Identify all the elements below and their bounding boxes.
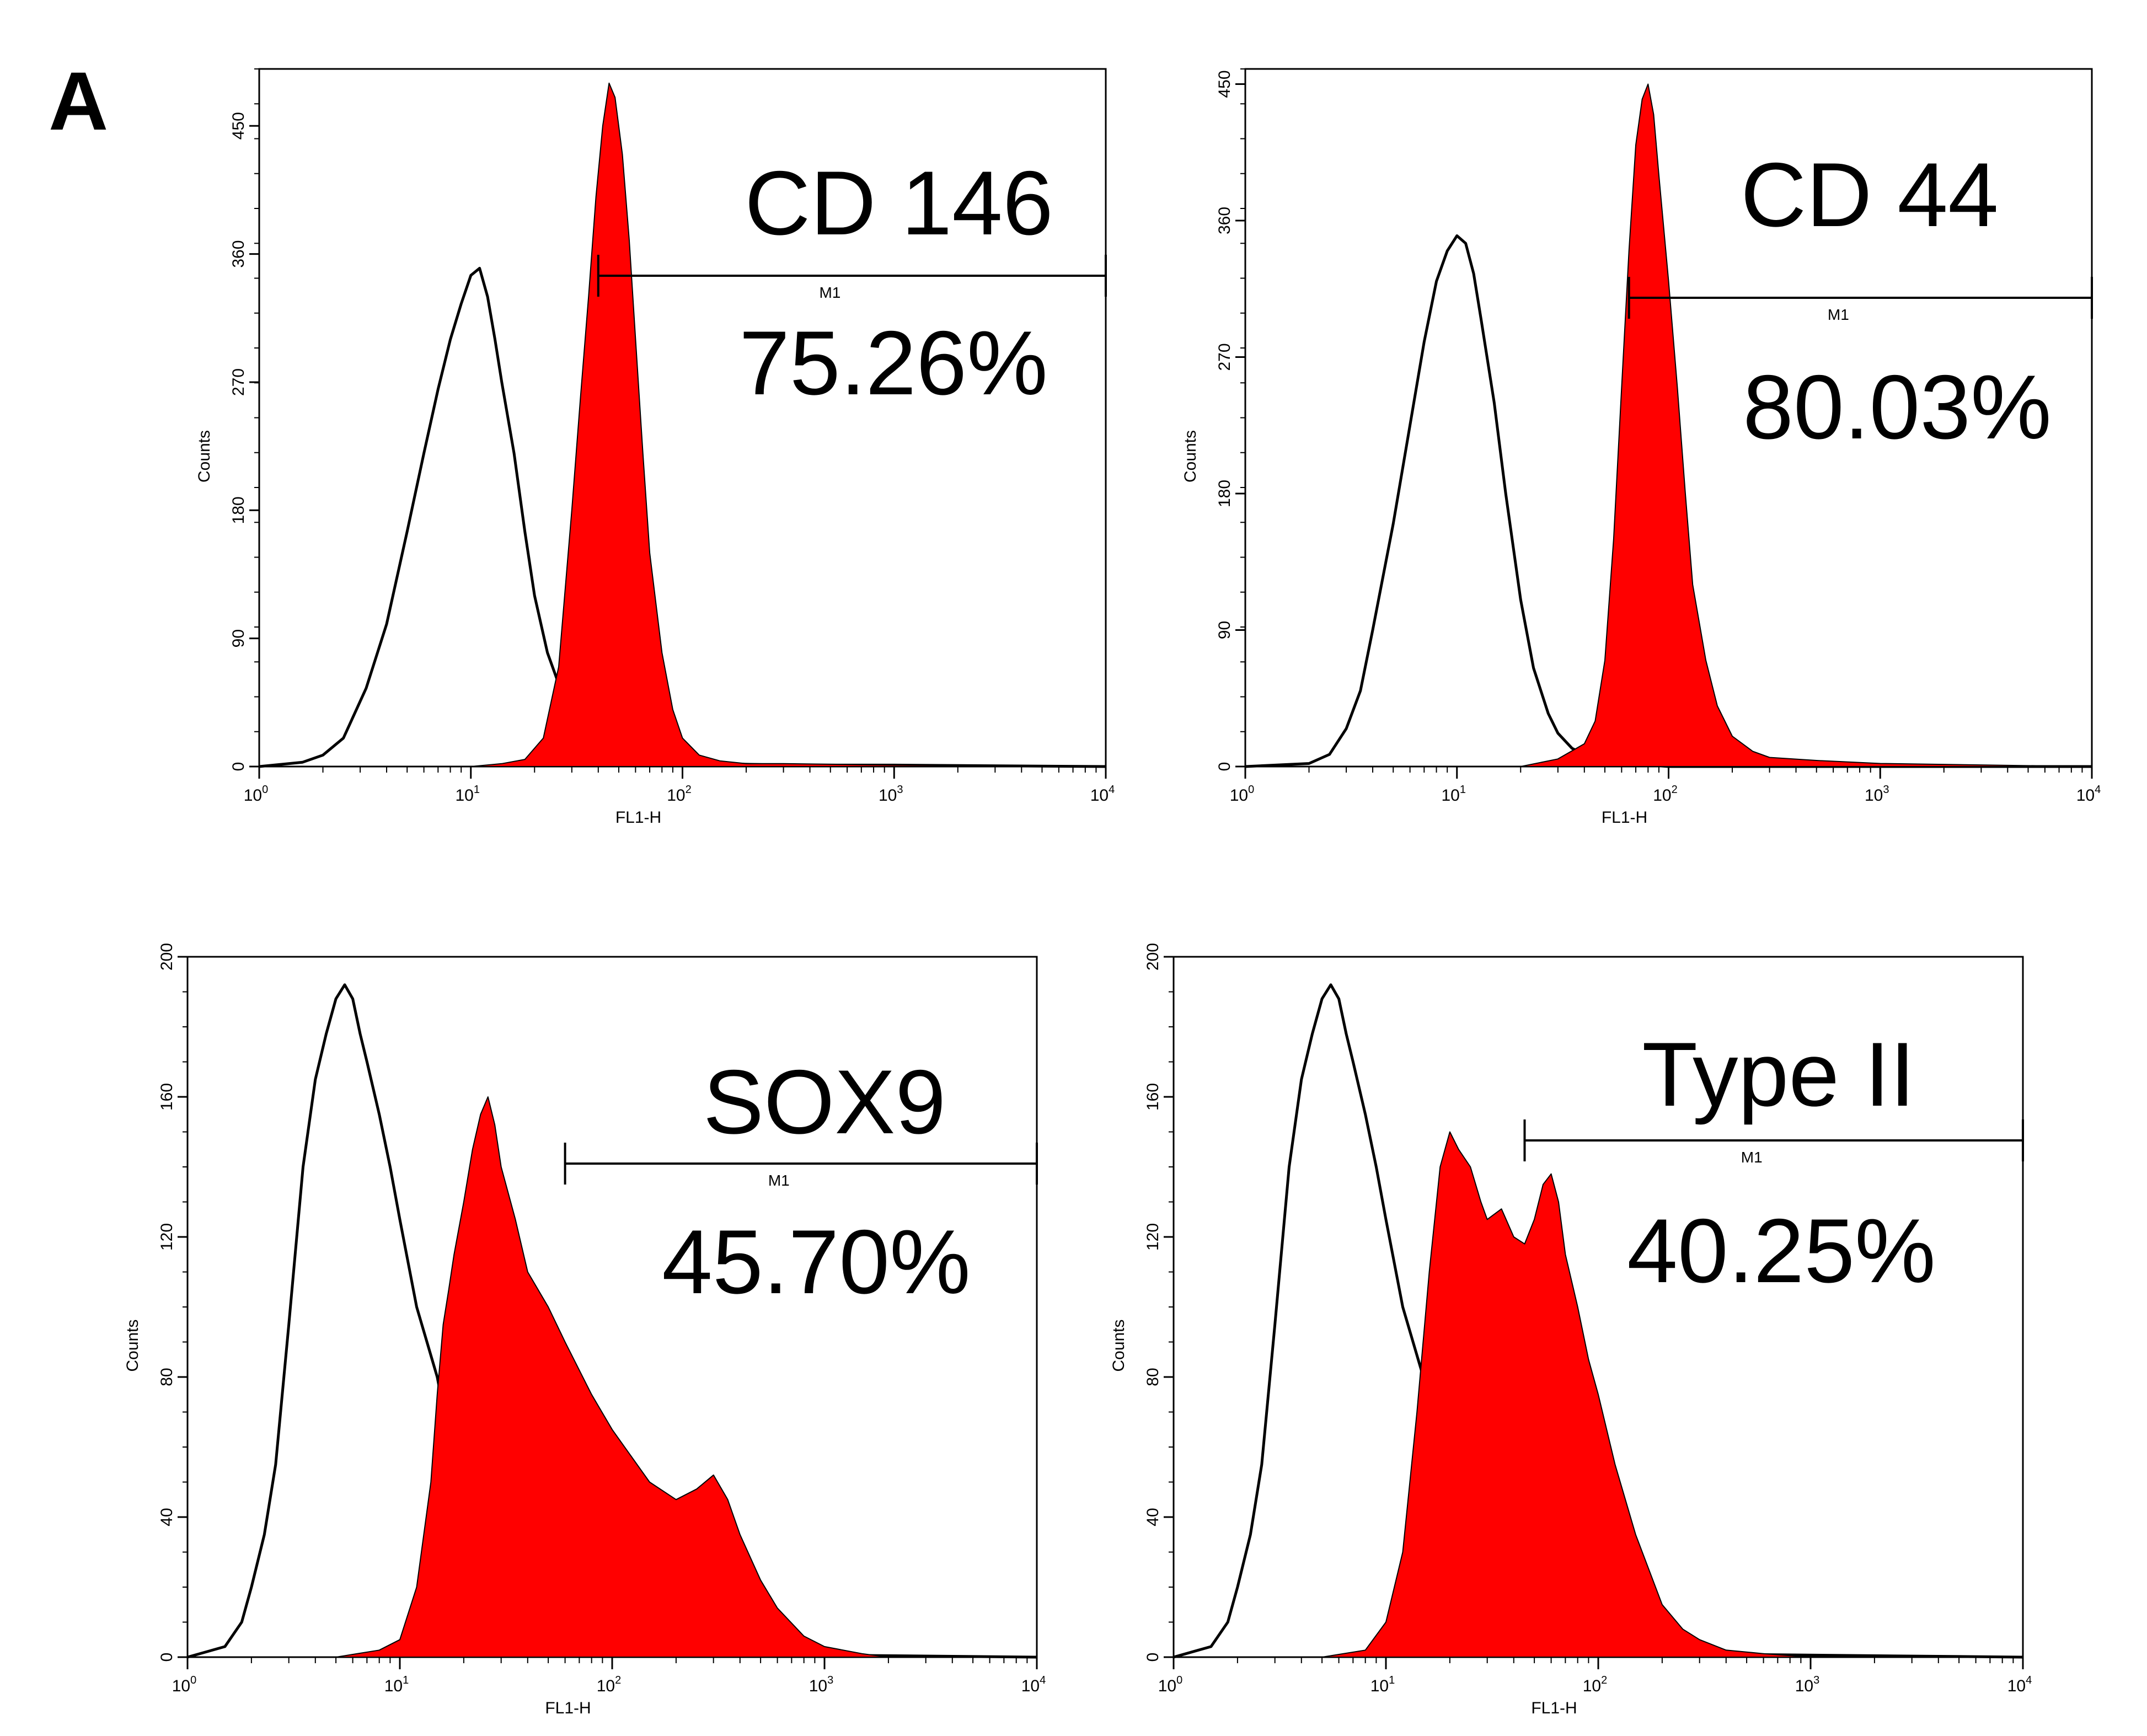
y-tick-label: 80	[1144, 1368, 1162, 1386]
panel-letter: A	[49, 55, 108, 147]
y-tick-label: 200	[158, 943, 176, 971]
series-filled-type-ii	[1173, 1131, 2023, 1658]
y-tick-label: 40	[158, 1508, 176, 1526]
histogram-sox9: 0 40 80 120 160 200 100 101 102 103 104 FL1-H Counts…	[124, 943, 1046, 1717]
percent-label: 45.70%	[662, 1211, 971, 1312]
y-tick-label: 90	[1216, 621, 1234, 639]
x-tick-label: 104	[1090, 784, 1115, 805]
y-axis-title: Counts	[195, 430, 213, 483]
marker-label: Type II	[1642, 1024, 1915, 1125]
y-tick-label: 270	[1216, 343, 1234, 371]
y-axis-title: Counts	[124, 1319, 142, 1371]
y-axis-title: Counts	[1181, 430, 1200, 483]
y-tick-label: 450	[229, 112, 248, 140]
y-tick-label: 160	[158, 1083, 176, 1111]
y-tick-label: 120	[158, 1223, 176, 1251]
histogram-panels: 0 90 180 270 360 450 100 101 102 103 104 FL1-H Count…	[124, 68, 2101, 1717]
x-tick-label: 102	[1653, 784, 1678, 805]
gate-label: M1	[1741, 1149, 1763, 1166]
histogram-cd-44: 0 90 180 270 360 450 100 101 102 103 104 FL1-H Count…	[1181, 68, 2101, 827]
x-axis-title: FL1-H	[1602, 808, 1647, 827]
x-tick-label: 103	[879, 784, 903, 805]
x-axis-title: FL1-H	[545, 1699, 591, 1717]
histogram-type-ii: 0 40 80 120 160 200 100 101 102 103 104 FL1-H Counts…	[1110, 943, 2032, 1717]
y-axis-title: Counts	[1110, 1319, 1128, 1371]
x-tick-label: 100	[172, 1674, 197, 1695]
y-tick-label: 180	[229, 496, 248, 524]
histogram-cd-146: 0 90 180 270 360 450 100 101 102 103 104 FL1-H Count…	[195, 68, 1115, 827]
percent-label: 75.26%	[739, 312, 1048, 414]
x-tick-label: 101	[384, 1674, 409, 1695]
gate-label: M1	[768, 1172, 790, 1189]
x-axis-title: FL1-H	[615, 808, 661, 827]
y-tick-label: 0	[158, 1653, 176, 1662]
x-tick-label: 103	[1865, 784, 1889, 805]
y-tick-label: 360	[1216, 207, 1234, 234]
gate-label: M1	[819, 284, 840, 301]
y-tick-label: 120	[1144, 1223, 1162, 1251]
x-tick-label: 103	[809, 1674, 834, 1695]
x-tick-label: 103	[1795, 1674, 1820, 1695]
series-filled-cd-146	[259, 82, 1106, 767]
series-filled-cd-44	[1245, 83, 2092, 767]
y-tick-label: 450	[1216, 70, 1234, 98]
y-tick-label: 160	[1144, 1083, 1162, 1111]
y-tick-label: 0	[1216, 762, 1234, 771]
x-tick-label: 104	[2007, 1674, 2032, 1695]
series-filled-sox9	[187, 1096, 1037, 1658]
y-tick-label: 270	[229, 368, 248, 396]
x-tick-label: 102	[1583, 1674, 1608, 1695]
marker-label: CD 44	[1741, 144, 1999, 245]
x-axis-title: FL1-H	[1531, 1699, 1577, 1717]
percent-label: 80.03%	[1743, 356, 2052, 458]
x-tick-label: 102	[597, 1674, 622, 1695]
marker-label: CD 146	[745, 152, 1053, 254]
y-tick-label: 360	[229, 240, 248, 268]
y-tick-label: 200	[1144, 943, 1162, 971]
y-tick-label: 80	[158, 1368, 176, 1386]
x-tick-label: 100	[1230, 784, 1255, 805]
x-tick-label: 104	[1021, 1674, 1046, 1695]
marker-label: SOX9	[703, 1051, 946, 1153]
y-tick-label: 90	[229, 629, 248, 647]
y-tick-label: 180	[1216, 480, 1234, 507]
x-tick-label: 101	[1442, 784, 1466, 805]
x-tick-label: 101	[1370, 1674, 1395, 1695]
percent-label: 40.25%	[1627, 1200, 1936, 1301]
gate-label: M1	[1828, 306, 1849, 323]
x-tick-label: 100	[244, 784, 269, 805]
x-tick-label: 101	[456, 784, 480, 805]
y-tick-label: 0	[229, 762, 248, 771]
y-tick-label: 0	[1144, 1653, 1162, 1662]
y-tick-label: 40	[1144, 1508, 1162, 1526]
x-tick-label: 100	[1158, 1674, 1183, 1695]
x-tick-label: 104	[2076, 784, 2101, 805]
x-tick-label: 102	[667, 784, 692, 805]
